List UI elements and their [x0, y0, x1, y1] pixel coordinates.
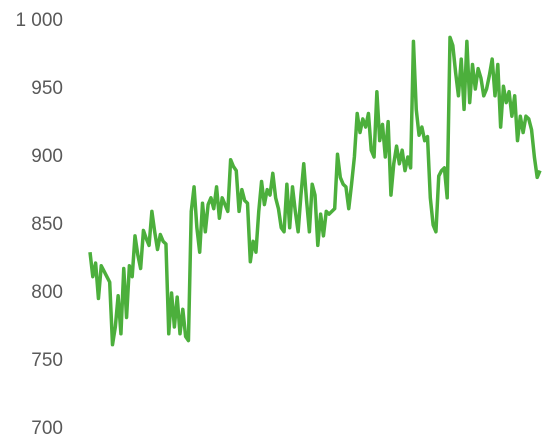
data-line: [88, 35, 542, 347]
y-tick-label: 800: [31, 282, 63, 303]
y-tick-label: 900: [31, 146, 63, 167]
y-tick-label: 750: [31, 350, 63, 371]
y-tick-label: 950: [31, 78, 63, 99]
y-tick-label: 1 000: [15, 10, 63, 31]
y-tick-label: 700: [31, 418, 63, 437]
y-tick-label: 850: [31, 214, 63, 235]
